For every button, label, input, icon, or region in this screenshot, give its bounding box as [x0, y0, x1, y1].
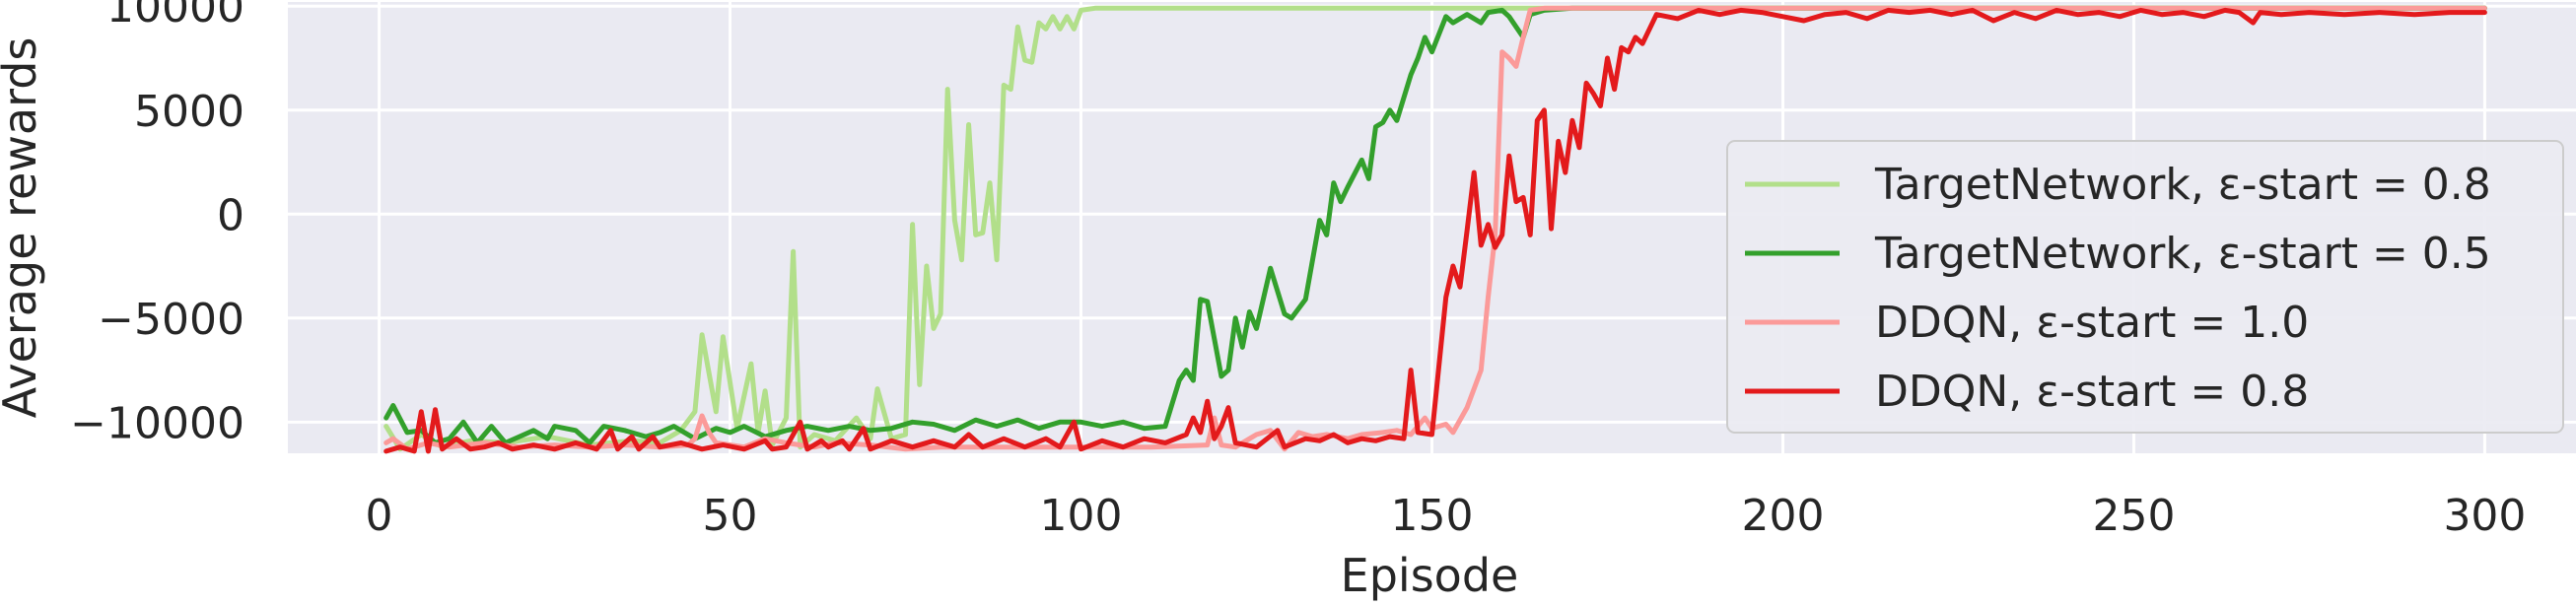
x-tick-label: 150 [1391, 491, 1474, 541]
x-tick-label: 300 [2443, 491, 2526, 541]
y-tick-labels: −10000 −5000 0 5000 10000 [70, 0, 244, 448]
y-axis-title: Average rewards [0, 37, 46, 419]
series-lines [383, 5, 2487, 454]
y-tick-label: 5000 [134, 87, 244, 137]
y-tick-label: −10000 [70, 398, 244, 448]
legend-label-4: DDQN, ε-start = 0.8 [1875, 367, 2309, 417]
x-tick-label: 100 [1040, 491, 1123, 541]
legend: TargetNetwork, ε-start = 0.8 TargetNetwor… [1726, 140, 2564, 434]
x-tick-labels: 0 50 100 150 200 250 300 [366, 491, 2527, 541]
series-line-4 [383, 7, 2487, 454]
x-tick-label: 50 [703, 491, 758, 541]
legend-label-2: TargetNetwork, ε-start = 0.5 [1874, 229, 2491, 279]
x-tick-label: 250 [2092, 491, 2175, 541]
legend-box [1726, 140, 2564, 434]
x-tick-label: 0 [366, 491, 393, 541]
legend-label-3: DDQN, ε-start = 1.0 [1875, 298, 2309, 348]
y-tick-label: −5000 [98, 295, 244, 345]
legend-items: TargetNetwork, ε-start = 0.8 TargetNetwor… [1745, 160, 2491, 417]
y-tick-label: 10000 [106, 0, 244, 33]
x-tick-label: 200 [1741, 491, 1824, 541]
x-axis-title: Episode [1341, 549, 1519, 602]
legend-label-1: TargetNetwork, ε-start = 0.8 [1874, 160, 2491, 210]
series-line-2 [383, 5, 2487, 445]
y-tick-label: 0 [217, 190, 244, 240]
